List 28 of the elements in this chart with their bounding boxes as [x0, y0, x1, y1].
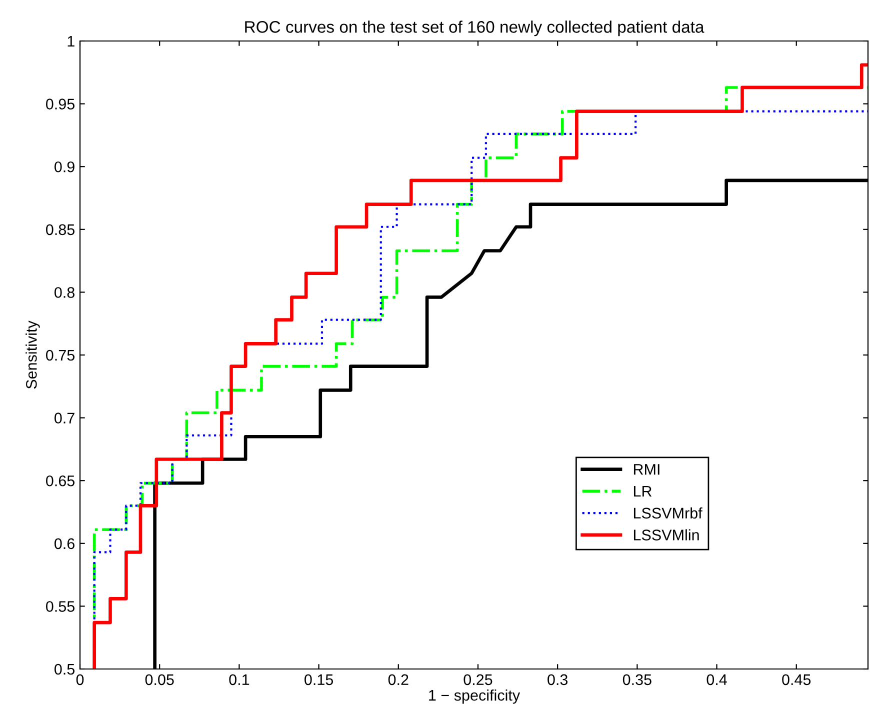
y-tick-label: 0.9 — [54, 161, 74, 172]
x-axis-title: 1 − specificity — [429, 689, 520, 704]
y-tick-label: 0.7 — [54, 412, 74, 424]
x-tick-label: 0.35 — [622, 674, 652, 686]
y-tick-label: 0.55 — [46, 601, 74, 612]
chart-title: ROC curves on the test set of 160 newly collected patient data — [245, 20, 704, 36]
y-tick-label: 1 — [68, 36, 74, 47]
y-tick-label: 0.65 — [46, 475, 74, 486]
y-tick-label: 0.85 — [46, 224, 74, 236]
y-tick-label: 0.95 — [46, 98, 74, 110]
y-tick-label: 0.5 — [54, 664, 74, 675]
legend-label: LR — [634, 486, 652, 497]
y-tick-label: 0.8 — [54, 287, 74, 298]
legend-label: LSSVMrbf — [634, 507, 702, 519]
y-tick-label: 0.6 — [54, 538, 74, 550]
x-tick-label: 0.4 — [706, 674, 727, 686]
x-tick-label: 0 — [76, 674, 84, 686]
x-tick-label: 0.2 — [388, 674, 408, 686]
x-tick-label: 0.1 — [229, 674, 250, 686]
legend-label: RMI — [634, 464, 660, 475]
legend-label: LSSVMlin — [634, 529, 699, 540]
x-tick-label: 0.45 — [782, 674, 811, 686]
x-tick-label: 0.15 — [304, 674, 334, 686]
x-tick-label: 0.05 — [145, 674, 174, 686]
y-tick-label: 0.75 — [46, 350, 74, 361]
x-tick-label: 0.25 — [464, 674, 492, 686]
x-tick-label: 0.3 — [548, 674, 568, 686]
y-axis-title: Sensitivity — [26, 320, 40, 389]
